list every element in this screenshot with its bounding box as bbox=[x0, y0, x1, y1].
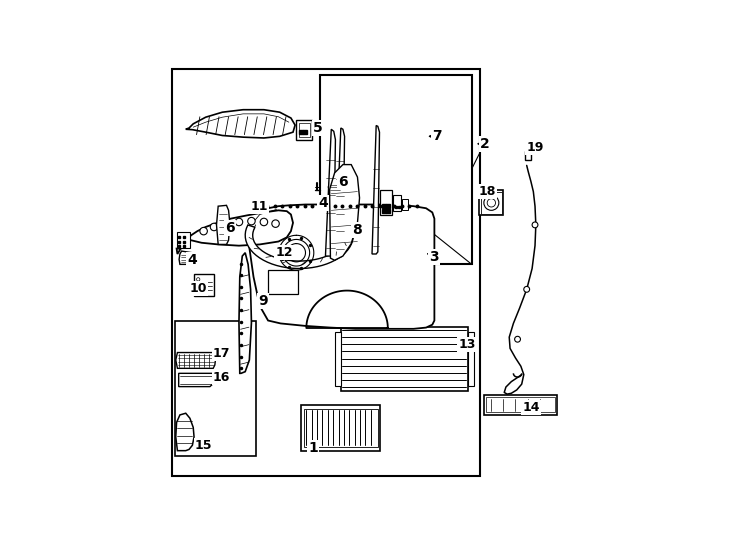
Text: 16: 16 bbox=[213, 371, 230, 384]
Bar bbox=[393, 194, 401, 211]
Circle shape bbox=[247, 218, 255, 225]
Bar bbox=[268, 270, 298, 294]
Text: 17: 17 bbox=[213, 347, 230, 360]
Text: 4: 4 bbox=[187, 253, 197, 267]
Text: 1: 1 bbox=[308, 441, 318, 455]
Bar bbox=[380, 191, 392, 215]
Bar bbox=[484, 395, 557, 415]
Circle shape bbox=[484, 195, 499, 210]
Text: 6: 6 bbox=[338, 175, 348, 189]
Text: 11: 11 bbox=[250, 200, 268, 213]
Polygon shape bbox=[178, 373, 214, 387]
Circle shape bbox=[222, 220, 230, 227]
Bar bbox=[299, 123, 310, 137]
Text: 2: 2 bbox=[480, 137, 490, 151]
Bar bbox=[175, 321, 255, 456]
Circle shape bbox=[235, 218, 243, 226]
Polygon shape bbox=[175, 353, 216, 368]
Bar bbox=[302, 405, 380, 451]
Bar bbox=[487, 397, 555, 413]
Circle shape bbox=[197, 285, 200, 288]
Bar bbox=[481, 192, 502, 214]
Bar bbox=[304, 409, 378, 447]
Polygon shape bbox=[330, 165, 360, 260]
Text: 15: 15 bbox=[195, 439, 212, 452]
Bar bbox=[320, 75, 472, 265]
Polygon shape bbox=[328, 182, 342, 192]
Text: 5: 5 bbox=[313, 121, 323, 135]
Circle shape bbox=[200, 227, 208, 235]
Bar bbox=[468, 332, 474, 386]
Bar bbox=[479, 191, 504, 215]
Text: 9: 9 bbox=[258, 294, 268, 308]
Text: 14: 14 bbox=[522, 401, 539, 414]
Circle shape bbox=[524, 286, 530, 292]
Polygon shape bbox=[335, 128, 344, 257]
Text: 8: 8 bbox=[352, 223, 363, 237]
Bar bbox=[525, 151, 531, 160]
Text: 4: 4 bbox=[318, 196, 328, 210]
Text: 3: 3 bbox=[429, 250, 439, 264]
Polygon shape bbox=[179, 251, 193, 265]
Bar bbox=[172, 69, 480, 476]
Circle shape bbox=[487, 199, 495, 207]
Circle shape bbox=[515, 336, 520, 342]
Polygon shape bbox=[248, 205, 435, 329]
Circle shape bbox=[210, 223, 218, 231]
Text: 6: 6 bbox=[225, 221, 235, 235]
Circle shape bbox=[532, 222, 538, 228]
Polygon shape bbox=[245, 225, 353, 268]
Polygon shape bbox=[186, 110, 295, 138]
Text: 7: 7 bbox=[432, 129, 441, 143]
Polygon shape bbox=[325, 129, 335, 256]
Bar bbox=[402, 199, 408, 210]
Bar bbox=[297, 120, 312, 140]
Text: 18: 18 bbox=[479, 185, 496, 198]
Bar bbox=[178, 232, 190, 248]
Circle shape bbox=[197, 291, 200, 294]
Circle shape bbox=[272, 220, 280, 227]
Text: 12: 12 bbox=[275, 246, 293, 259]
Polygon shape bbox=[239, 253, 252, 373]
Polygon shape bbox=[177, 210, 293, 254]
Text: 10: 10 bbox=[189, 282, 207, 295]
Bar bbox=[194, 274, 214, 295]
Text: 13: 13 bbox=[458, 338, 476, 350]
Bar bbox=[335, 332, 341, 386]
Bar bbox=[341, 327, 468, 391]
Circle shape bbox=[197, 278, 200, 281]
Polygon shape bbox=[175, 413, 194, 451]
Circle shape bbox=[260, 218, 268, 226]
Polygon shape bbox=[217, 205, 230, 245]
Polygon shape bbox=[372, 125, 379, 254]
Text: 19: 19 bbox=[526, 141, 544, 154]
